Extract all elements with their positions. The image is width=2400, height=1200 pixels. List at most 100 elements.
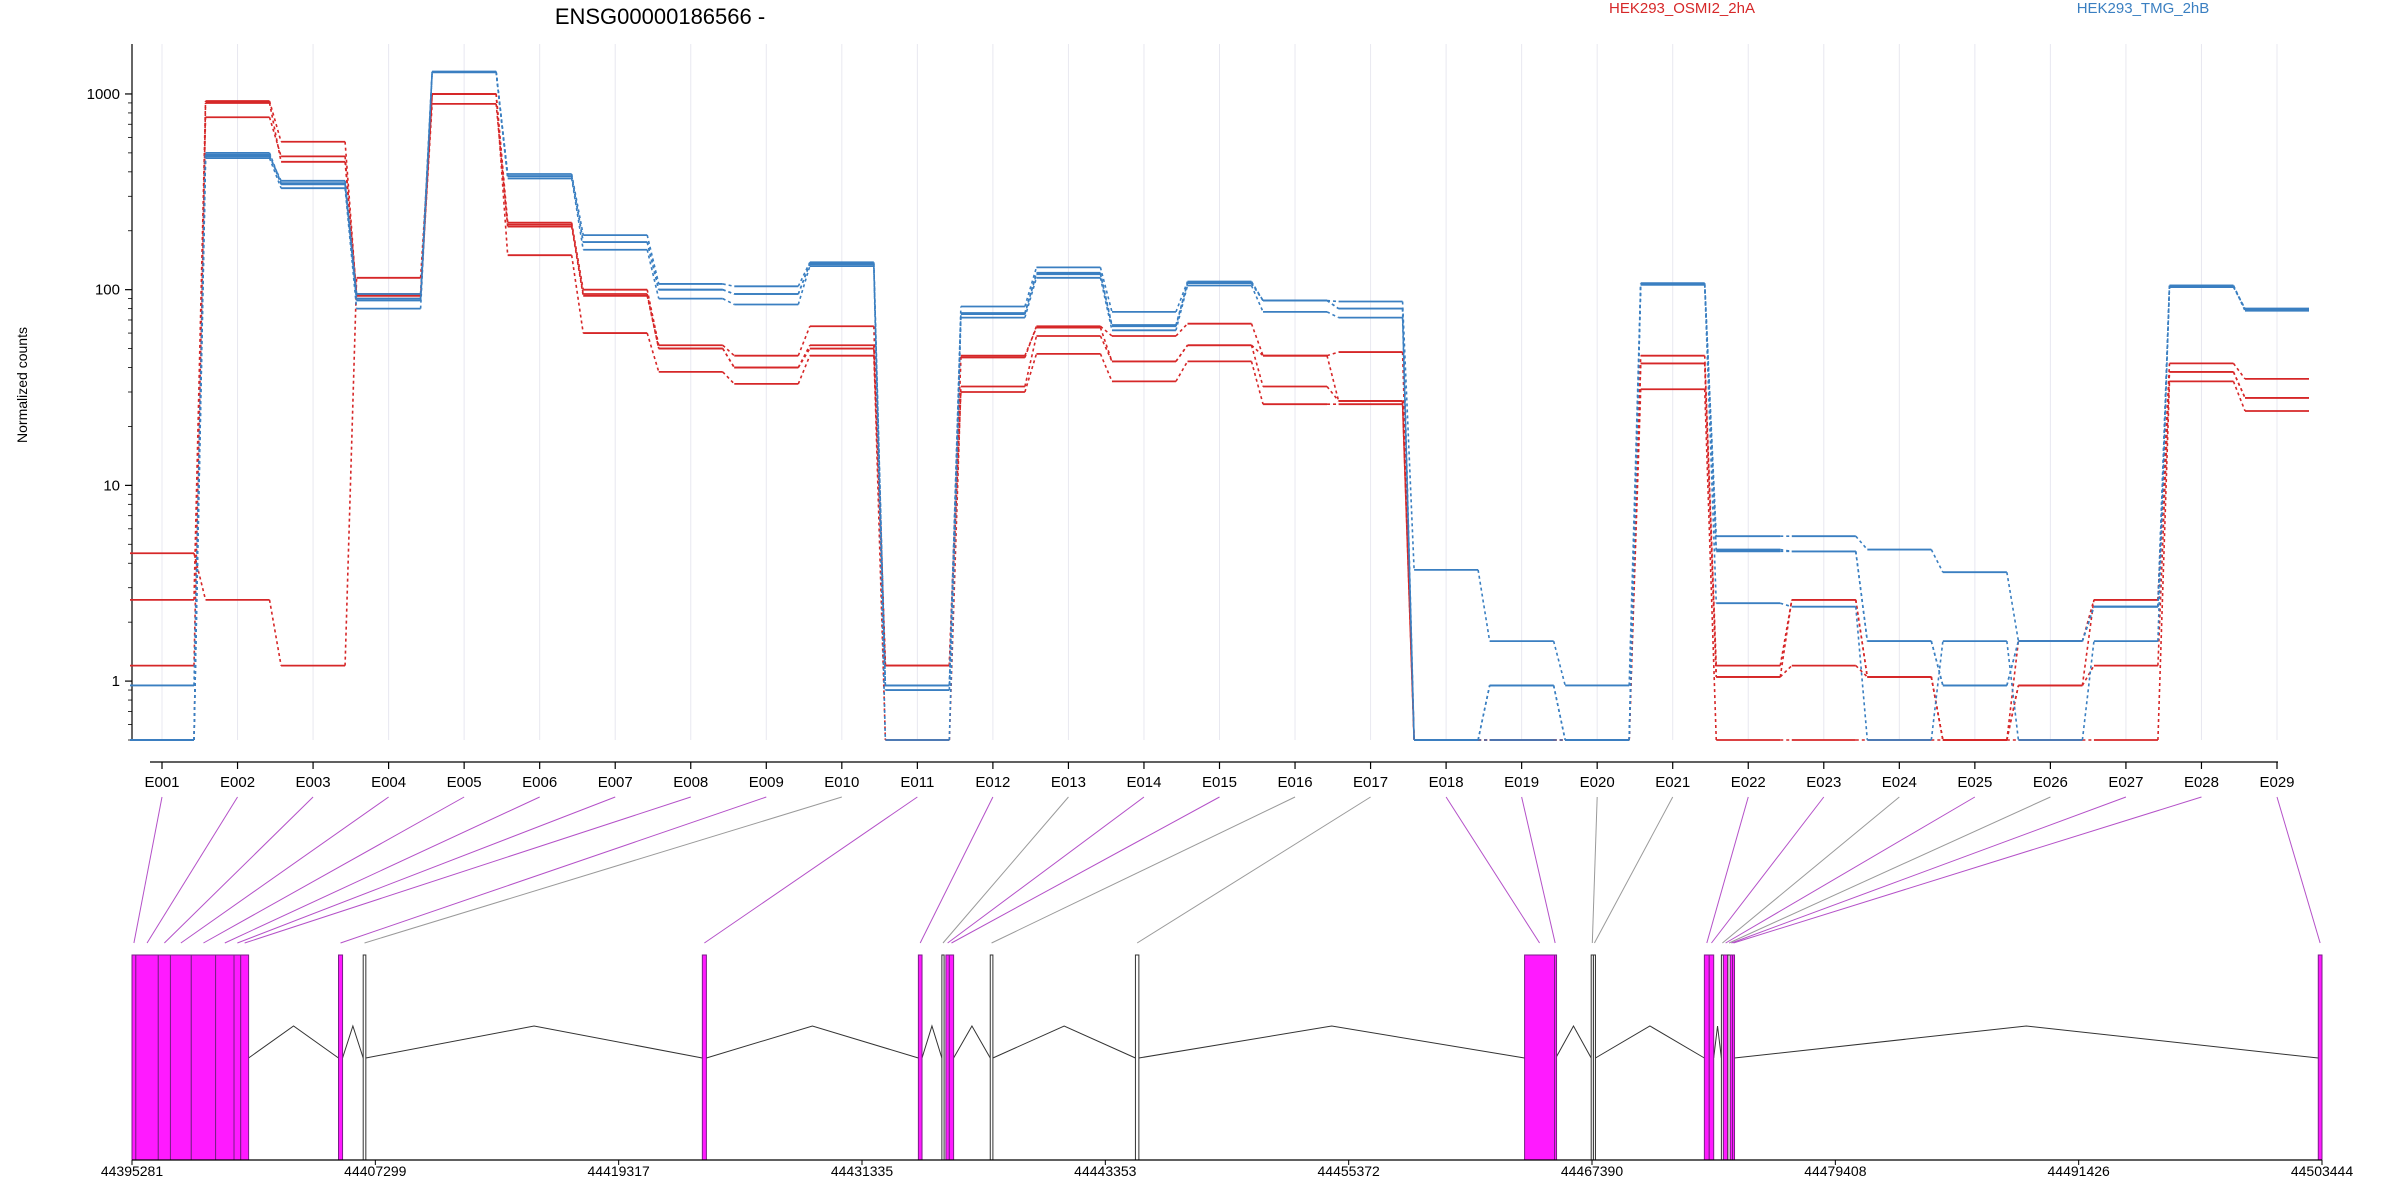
genomic-tick-label: 44419317 bbox=[588, 1163, 651, 1179]
series-connector bbox=[2232, 362, 2246, 380]
intron bbox=[706, 1025, 919, 1059]
intron bbox=[992, 1025, 1136, 1059]
connector-e025 bbox=[1725, 796, 1976, 944]
connector-e002 bbox=[146, 796, 238, 944]
series-connector bbox=[948, 317, 962, 741]
series-connector bbox=[1175, 323, 1189, 337]
intron bbox=[1555, 1024, 1592, 1059]
series-connector bbox=[1779, 599, 1793, 678]
exon-e023 bbox=[1708, 954, 1715, 1161]
intron bbox=[1734, 1025, 2319, 1059]
connector-e017 bbox=[1136, 796, 1371, 944]
series-connector bbox=[1930, 640, 1944, 686]
connector-e009 bbox=[340, 796, 767, 944]
y-axis-label: Normalized counts bbox=[14, 327, 30, 443]
series-connector bbox=[344, 184, 358, 301]
genomic-tick-label: 44491426 bbox=[2048, 1163, 2111, 1179]
series-connector bbox=[1401, 301, 1415, 570]
exon-e028 bbox=[1732, 954, 1736, 1161]
series-connector bbox=[797, 355, 811, 385]
series-connector bbox=[1099, 335, 1113, 362]
y-tick-label-1: 1 bbox=[112, 673, 120, 690]
connector-e029 bbox=[2276, 796, 2321, 944]
series-connector bbox=[2006, 641, 2020, 741]
series-connector bbox=[1703, 283, 1718, 552]
series-connector bbox=[1854, 599, 1869, 678]
series-connector bbox=[1099, 273, 1113, 327]
exon-e025 bbox=[1722, 954, 1729, 1161]
x-tick-label-e020: E020 bbox=[1580, 774, 1615, 791]
series-connector bbox=[1552, 640, 1566, 686]
series-connector bbox=[1855, 665, 1868, 678]
exon-e006 bbox=[215, 954, 235, 1161]
series-connector bbox=[797, 348, 811, 368]
x-tick-label-e029: E029 bbox=[2259, 774, 2294, 791]
series-connector bbox=[1628, 283, 1642, 741]
legend-entry-condition-b: HEK293_TMG_2hB bbox=[2077, 0, 2210, 17]
series-connector bbox=[1930, 641, 1944, 741]
genomic-tick-label: 44455372 bbox=[1318, 1163, 1381, 1179]
series-connector bbox=[722, 371, 735, 385]
series-connector bbox=[2081, 641, 2095, 741]
series-connector bbox=[722, 348, 735, 368]
series-connector bbox=[1250, 285, 1264, 313]
genomic-tick-label: 44479408 bbox=[1804, 1163, 1867, 1179]
series-connector bbox=[797, 263, 811, 295]
series-connector bbox=[1099, 267, 1113, 313]
genomic-tick-label: 44443353 bbox=[1074, 1163, 1137, 1179]
intron bbox=[365, 1025, 703, 1059]
series-connector bbox=[1175, 285, 1189, 331]
series-connector bbox=[1024, 335, 1038, 387]
series-connector bbox=[1779, 665, 1793, 678]
series-lines bbox=[130, 70, 2309, 741]
exon-e002 bbox=[135, 954, 159, 1161]
exon-e005 bbox=[190, 954, 217, 1161]
exon-e022 bbox=[1703, 954, 1710, 1161]
x-tick-label-e022: E022 bbox=[1731, 774, 1766, 791]
x-tick-label-e009: E009 bbox=[749, 774, 784, 791]
series-connector bbox=[722, 297, 735, 306]
series-connector bbox=[1175, 282, 1189, 326]
exon-e021 bbox=[1592, 954, 1596, 1161]
connector-e013 bbox=[942, 796, 1069, 944]
series-connector bbox=[1401, 317, 1415, 741]
genomic-tick-label: 44431335 bbox=[831, 1163, 894, 1179]
x-tick-label-e018: E018 bbox=[1429, 774, 1464, 791]
series-connector bbox=[268, 100, 282, 142]
series-connector bbox=[1780, 548, 1792, 553]
series-connector bbox=[646, 241, 660, 290]
series-connector bbox=[2157, 285, 2171, 642]
series-connector bbox=[1401, 404, 1415, 741]
connector-e024 bbox=[1722, 796, 1900, 944]
series-connector bbox=[797, 325, 811, 356]
series-connector bbox=[268, 156, 282, 182]
series-connector bbox=[2006, 572, 2020, 642]
connector-e019 bbox=[1521, 796, 1556, 944]
x-tick-label-e019: E019 bbox=[1504, 774, 1539, 791]
series-connector bbox=[1703, 355, 1718, 666]
x-tick-label-e028: E028 bbox=[2184, 774, 2219, 791]
series-connector bbox=[1099, 353, 1113, 382]
x-tick-label-e021: E021 bbox=[1655, 774, 1690, 791]
series-connector bbox=[268, 102, 282, 162]
x-tick-label-e025: E025 bbox=[1957, 774, 1992, 791]
connector-e014 bbox=[947, 796, 1145, 944]
series-connector bbox=[1703, 284, 1718, 604]
series-connector bbox=[1326, 386, 1340, 402]
connector-e021 bbox=[1593, 796, 1674, 944]
exon-e004 bbox=[169, 954, 192, 1161]
connector-e018 bbox=[1445, 796, 1540, 944]
exon-e017 bbox=[1134, 954, 1140, 1161]
series-connector bbox=[495, 93, 509, 225]
series-connector bbox=[873, 263, 887, 691]
x-tick-label-e014: E014 bbox=[1126, 774, 1161, 791]
gene-model: 44395281 44407299 44419317 44431335 44443353… bbox=[101, 954, 2353, 1179]
series-connector bbox=[1024, 267, 1038, 307]
series-connector bbox=[1628, 283, 1642, 686]
series-connector bbox=[268, 157, 282, 189]
series-connector bbox=[948, 312, 962, 691]
series-connector bbox=[1099, 272, 1113, 326]
series-connector bbox=[2006, 640, 2020, 686]
connector-e022 bbox=[1706, 796, 1749, 944]
